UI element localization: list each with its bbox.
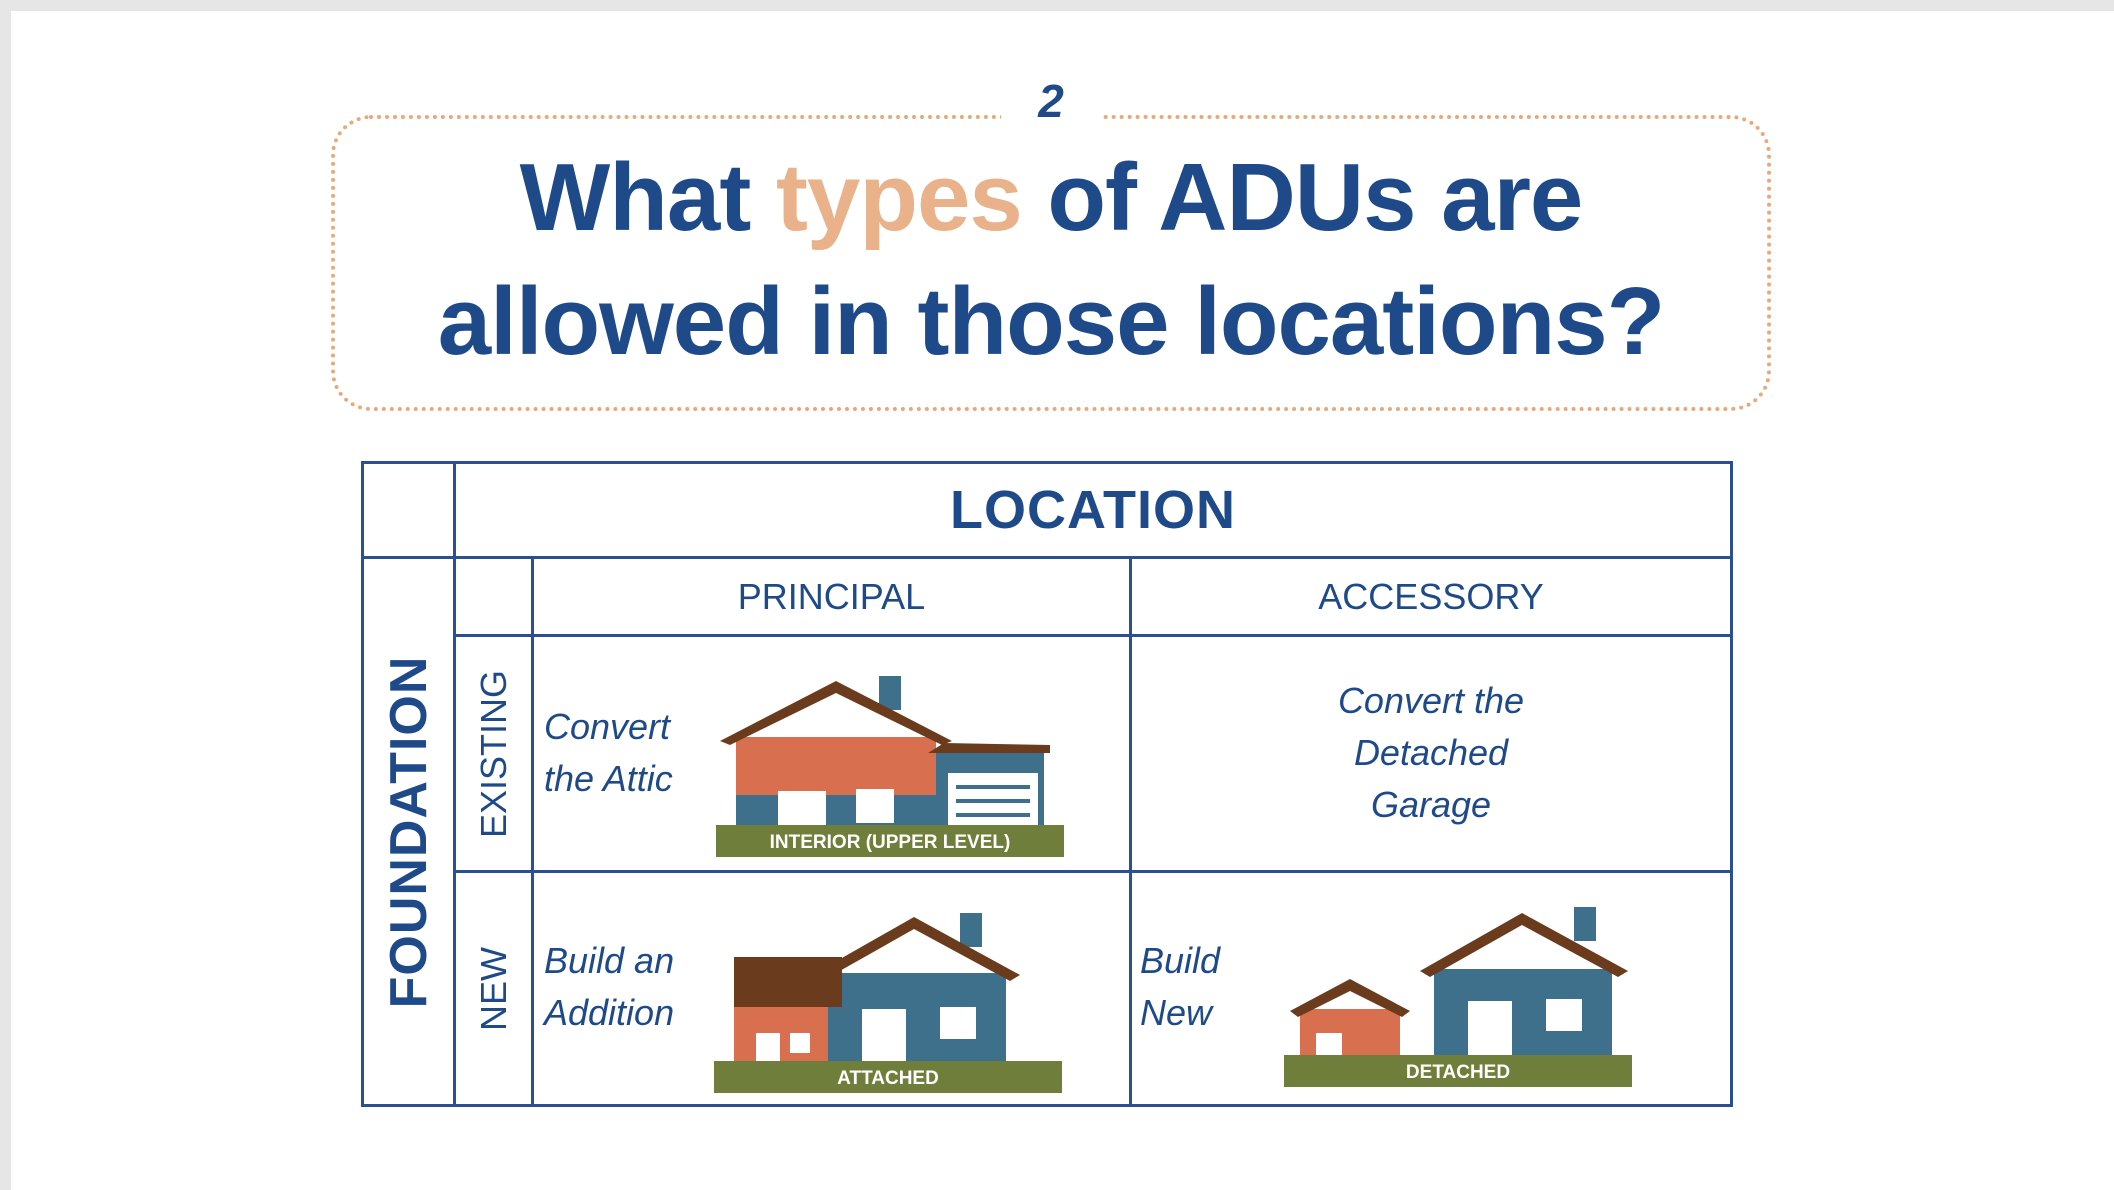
column-header-principal: PRINCIPAL [531,556,1132,637]
row-label-existing: EXISTING [472,669,514,838]
existing-accessory-text: Convert the Detached Garage [1132,675,1730,831]
page-number: 2 [1001,73,1101,129]
existing-principal-text-line1: Convert [544,706,671,747]
addition-window [790,1033,810,1053]
attic-level [736,737,936,795]
existing-principal-text-line2: the Attic [544,758,673,799]
cell-new-principal: Build an Addition ATTACHED [531,870,1132,1107]
house-detached-illustration: DETACHED [1284,905,1636,1091]
new-accessory-text-line1: Build [1140,940,1221,981]
existing-accessory-text-line3: Garage [1370,784,1492,825]
title-line-1: What types of ADUs are [341,143,1761,253]
slide: 2 What types of ADUs are allowed in thos… [11,11,2114,1190]
row-label-new: NEW [472,946,514,1031]
ground-bar [716,825,1064,857]
new-principal-text-line2: Addition [544,992,675,1033]
front-window [856,789,894,823]
existing-accessory-text-line1: Convert the [1337,680,1525,721]
garage-roof [928,743,1050,753]
attic-window [1510,937,1536,959]
location-header: LOCATION [453,461,1733,559]
ground-label-attached: ATTACHED [837,1068,939,1089]
subheader-corner [453,556,534,637]
column-header-accessory: ACCESSORY [1129,556,1733,637]
foundation-header: FOUNDATION [379,655,438,1008]
row-label-new-cell: NEW [453,870,534,1107]
title-line-2: allowed in those locations? [437,268,1665,375]
row-label-existing-cell: EXISTING [453,634,534,873]
ground-label-interior: INTERIOR (UPPER LEVEL) [770,832,1011,853]
ground-bar [1284,1055,1632,1087]
existing-principal-text: Convert the Attic [544,701,673,805]
foundation-header-cell: FOUNDATION [361,556,456,1107]
ground-label-detached: DETACHED [1406,1062,1510,1083]
chimney [1574,907,1596,941]
house-attic-illustration: INTERIOR (UPPER LEVEL) [716,673,1068,859]
chimney [879,676,901,710]
new-principal-text-line1: Build an [544,940,675,981]
attic-window [900,947,926,969]
cell-new-accessory: Build New DETACHED [1129,870,1733,1107]
cell-existing-accessory: Convert the Detached Garage [1129,634,1733,873]
adu-types-table: LOCATION FOUNDATION PRINCIPAL ACCESSORY … [361,461,1733,1107]
title-accent-word: types [775,144,1023,251]
table-corner [361,461,456,559]
attic-window [818,709,844,733]
new-principal-text: Build an Addition [544,935,674,1039]
front-window [1546,999,1582,1031]
chimney [960,913,982,947]
adu-roof [1290,979,1410,1017]
house-addition-illustration: ATTACHED [714,909,1066,1095]
title-text-after: of ADUs are [1021,144,1583,251]
new-accessory-text: Build New [1140,935,1220,1039]
front-window [940,1007,976,1039]
title-text-before: What [519,144,776,251]
main-roof [1420,913,1628,977]
ground-bar [714,1061,1062,1093]
new-accessory-text-line2: New [1140,992,1213,1033]
existing-accessory-text-line2: Detached [1353,732,1509,773]
cell-existing-principal: Convert the Attic [531,634,1132,873]
addition-roof [734,957,842,1007]
main-house-body [1434,969,1612,1071]
